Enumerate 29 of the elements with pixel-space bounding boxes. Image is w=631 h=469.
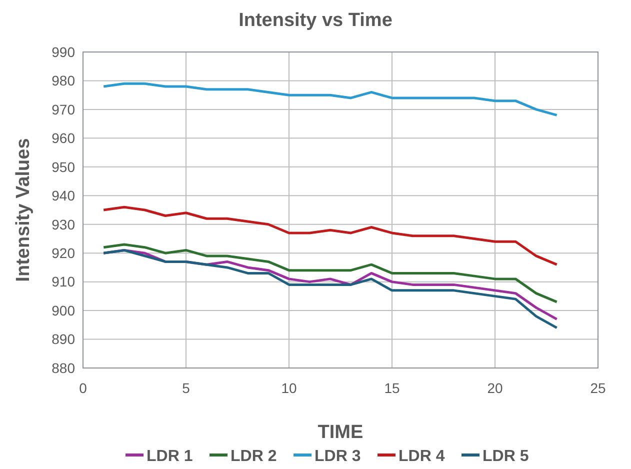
y-tick-label: 950: [52, 158, 76, 175]
legend-label: LDR 1: [146, 448, 193, 465]
y-tick-label: 920: [52, 244, 76, 261]
y-tick-label: 900: [52, 302, 76, 318]
x-tick-label: 10: [281, 380, 297, 396]
x-tick-label: 5: [182, 380, 190, 396]
x-tick-label: 20: [487, 380, 503, 396]
x-tick-label: 0: [79, 380, 88, 396]
x-tick-label: 15: [384, 380, 400, 396]
legend-label: LDR 5: [482, 448, 529, 465]
y-tick-label: 960: [52, 130, 76, 146]
line-series: [102, 243, 558, 304]
y-tick-label: 980: [52, 72, 76, 89]
y-tick-label: 910: [52, 274, 76, 290]
x-tick-label: 25: [590, 380, 606, 396]
legend-label: LDR 4: [398, 448, 445, 465]
chart-title: Intensity vs Time: [238, 10, 392, 31]
y-tick-label: 880: [52, 360, 76, 376]
x-axis-title: TIME: [318, 422, 364, 443]
legend-label: LDR 2: [230, 448, 277, 465]
y-axis-title: Intensity Values: [13, 138, 34, 282]
line-series: [102, 82, 558, 116]
y-tick-label: 930: [52, 216, 76, 232]
y-tick-label: 890: [52, 331, 76, 348]
y-tick-label: 970: [52, 101, 76, 118]
legend-label: LDR 3: [314, 448, 361, 465]
y-tick-label: 990: [52, 44, 76, 60]
line-series: [102, 206, 558, 266]
y-tick-label: 940: [52, 188, 76, 204]
